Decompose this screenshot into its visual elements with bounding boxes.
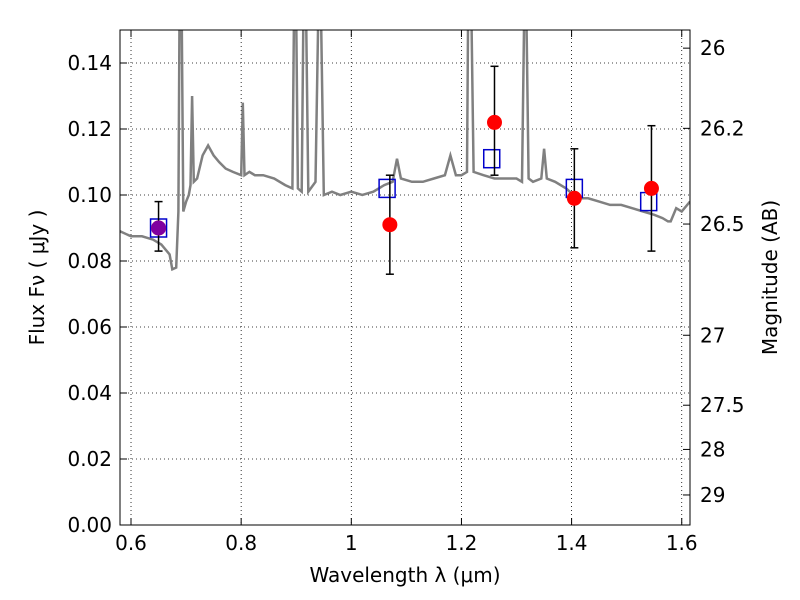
- plot-area: [120, 30, 690, 275]
- y2-tick-label: 29: [700, 483, 725, 507]
- axis-ticks: 0.6 0.8 1 1.2 1.4 1.6 0.00 0.02 0.04 0.06 0.08 0.10…: [67, 30, 745, 555]
- observed-flux-point: [486, 114, 502, 130]
- x-tick-label: 1.4: [556, 531, 588, 555]
- plot-frame: [119, 29, 691, 526]
- y2-tick-label: 26.2: [700, 116, 745, 140]
- y-tick-label: 0.12: [67, 117, 112, 141]
- y2-axis-label: Magnitude (AB): [758, 200, 782, 355]
- grid: [120, 30, 690, 526]
- y-axis-label: Flux Fν ( μJy ): [25, 210, 49, 346]
- model-flux-square: [378, 178, 396, 199]
- x-tick-label: 0.6: [115, 531, 147, 555]
- y-tick-label: 0.14: [67, 51, 112, 75]
- y-tick-label: 0.00: [67, 513, 112, 537]
- y-tick-label: 0.06: [67, 315, 112, 339]
- y2-tick-label: 27: [700, 323, 725, 347]
- x-tick-label: 1.6: [666, 531, 698, 555]
- y2-tick-label: 28: [700, 437, 725, 461]
- y2-tick-label: 26.5: [700, 212, 745, 236]
- y2-tick-label: 27.5: [700, 393, 745, 417]
- x-tick-label: 1: [345, 531, 358, 555]
- y2-tick-label: 26: [700, 36, 725, 60]
- model-flux-square: [482, 148, 501, 169]
- x-tick-label: 0.8: [225, 531, 257, 555]
- y-tick-label: 0.08: [67, 249, 112, 273]
- overlap-flux-point: [151, 220, 167, 236]
- x-tick-label: 1.2: [446, 531, 478, 555]
- observed-flux-point: [382, 217, 398, 233]
- y-tick-label: 0.02: [67, 447, 112, 471]
- model-spectrum-line: [120, 30, 690, 272]
- x-axis-label: Wavelength λ (μm): [309, 563, 500, 587]
- y-tick-label: 0.04: [67, 381, 112, 405]
- y-tick-label: 0.10: [67, 183, 112, 207]
- observed-flux-point: [643, 180, 659, 196]
- observed-flux-point: [566, 190, 582, 206]
